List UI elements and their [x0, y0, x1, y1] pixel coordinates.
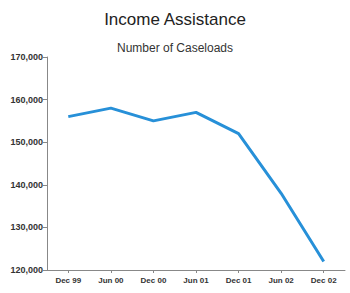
- svg-text:150,000: 150,000: [10, 137, 43, 147]
- svg-text:Jun 02: Jun 02: [268, 276, 294, 285]
- svg-text:160,000: 160,000: [10, 95, 43, 105]
- svg-text:Dec 02: Dec 02: [311, 276, 337, 285]
- svg-text:170,000: 170,000: [10, 52, 43, 62]
- svg-text:Dec 00: Dec 00: [141, 276, 167, 285]
- svg-text:Jun 01: Jun 01: [183, 276, 209, 285]
- svg-text:Dec 99: Dec 99: [55, 276, 81, 285]
- svg-text:Jun 00: Jun 00: [98, 276, 124, 285]
- svg-text:Income Assistance: Income Assistance: [104, 10, 246, 29]
- svg-text:120,000: 120,000: [10, 265, 43, 275]
- svg-text:130,000: 130,000: [10, 222, 43, 232]
- svg-text:Dec 01: Dec 01: [226, 276, 252, 285]
- svg-text:140,000: 140,000: [10, 180, 43, 190]
- svg-text:Number of Caseloads: Number of Caseloads: [117, 41, 233, 55]
